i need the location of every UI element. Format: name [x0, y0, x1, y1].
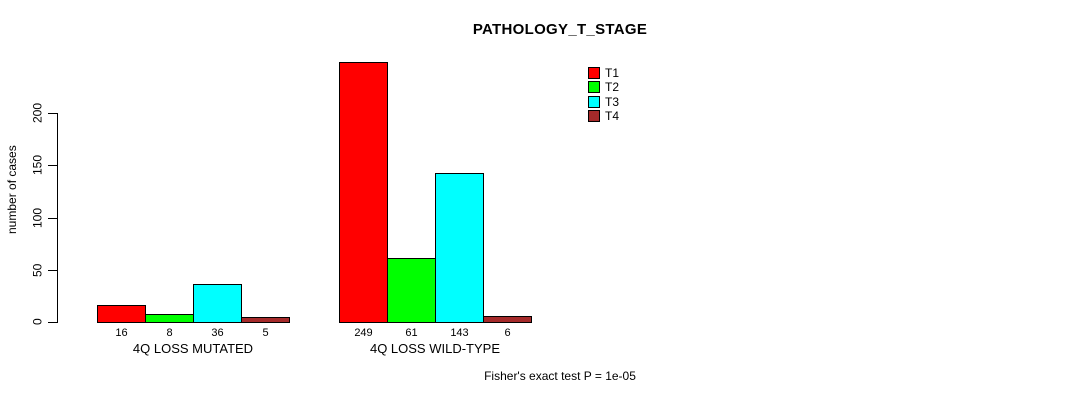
bar-t4-group1: [241, 317, 290, 323]
y-tick-label: 150: [30, 154, 45, 176]
y-tick: [48, 113, 58, 114]
bar-value-label: 36: [211, 327, 224, 339]
bar-value-label: 16: [115, 327, 128, 339]
legend-swatch-icon: [588, 95, 600, 108]
bar-value-label: 8: [166, 327, 173, 339]
x-category-label: 4Q LOSS WILD-TYPE: [369, 341, 501, 356]
legend-swatch-icon: [588, 66, 600, 79]
bar-value-label: 249: [354, 327, 373, 339]
y-tick: [48, 218, 58, 219]
y-tick-label: 200: [30, 102, 45, 124]
chart-title: PATHOLOGY_T_STAGE: [472, 21, 648, 38]
legend-label: T1: [605, 65, 620, 80]
legend-label: T4: [605, 109, 620, 123]
bar-t4-group2: [483, 316, 532, 323]
bar-value-label: 5: [262, 327, 269, 339]
y-tick-label: 100: [30, 207, 45, 229]
legend-item-t1: T1: [588, 66, 619, 79]
bar-t2-group2: [387, 258, 436, 323]
y-axis-label: number of cases: [5, 145, 19, 235]
bar-t1-group2: [339, 62, 388, 323]
legend-swatch-icon: [588, 81, 600, 93]
bar-value-label: 143: [450, 327, 469, 339]
legend-item-t3: T3: [588, 95, 619, 108]
bar-t1-group1: [97, 305, 146, 323]
y-tick-label: 0: [30, 318, 45, 326]
bar-t3-group1: [193, 284, 242, 323]
y-tick: [48, 165, 58, 166]
legend-label: T3: [605, 94, 620, 109]
y-tick: [48, 270, 58, 271]
legend-swatch-icon: [588, 110, 600, 122]
bar-value-label: 61: [405, 327, 418, 339]
x-category-label: 4Q LOSS MUTATED: [132, 341, 254, 356]
bar-t3-group2: [435, 173, 484, 323]
legend-item-t4: T4: [588, 110, 619, 123]
bar-t2-group1: [145, 314, 194, 323]
legend-item-t2: T2: [588, 81, 619, 94]
fisher-test-annotation: Fisher's exact test P = 1e-05: [484, 369, 636, 383]
y-tick: [48, 322, 58, 323]
legend-label: T2: [605, 80, 620, 94]
bar-value-label: 6: [504, 327, 511, 339]
legend: T1 T2 T3 T4: [588, 66, 658, 126]
y-tick-label: 50: [30, 263, 45, 277]
